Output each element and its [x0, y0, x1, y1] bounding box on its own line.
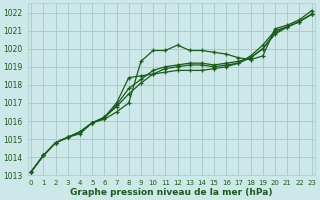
X-axis label: Graphe pression niveau de la mer (hPa): Graphe pression niveau de la mer (hPa) [70, 188, 273, 197]
